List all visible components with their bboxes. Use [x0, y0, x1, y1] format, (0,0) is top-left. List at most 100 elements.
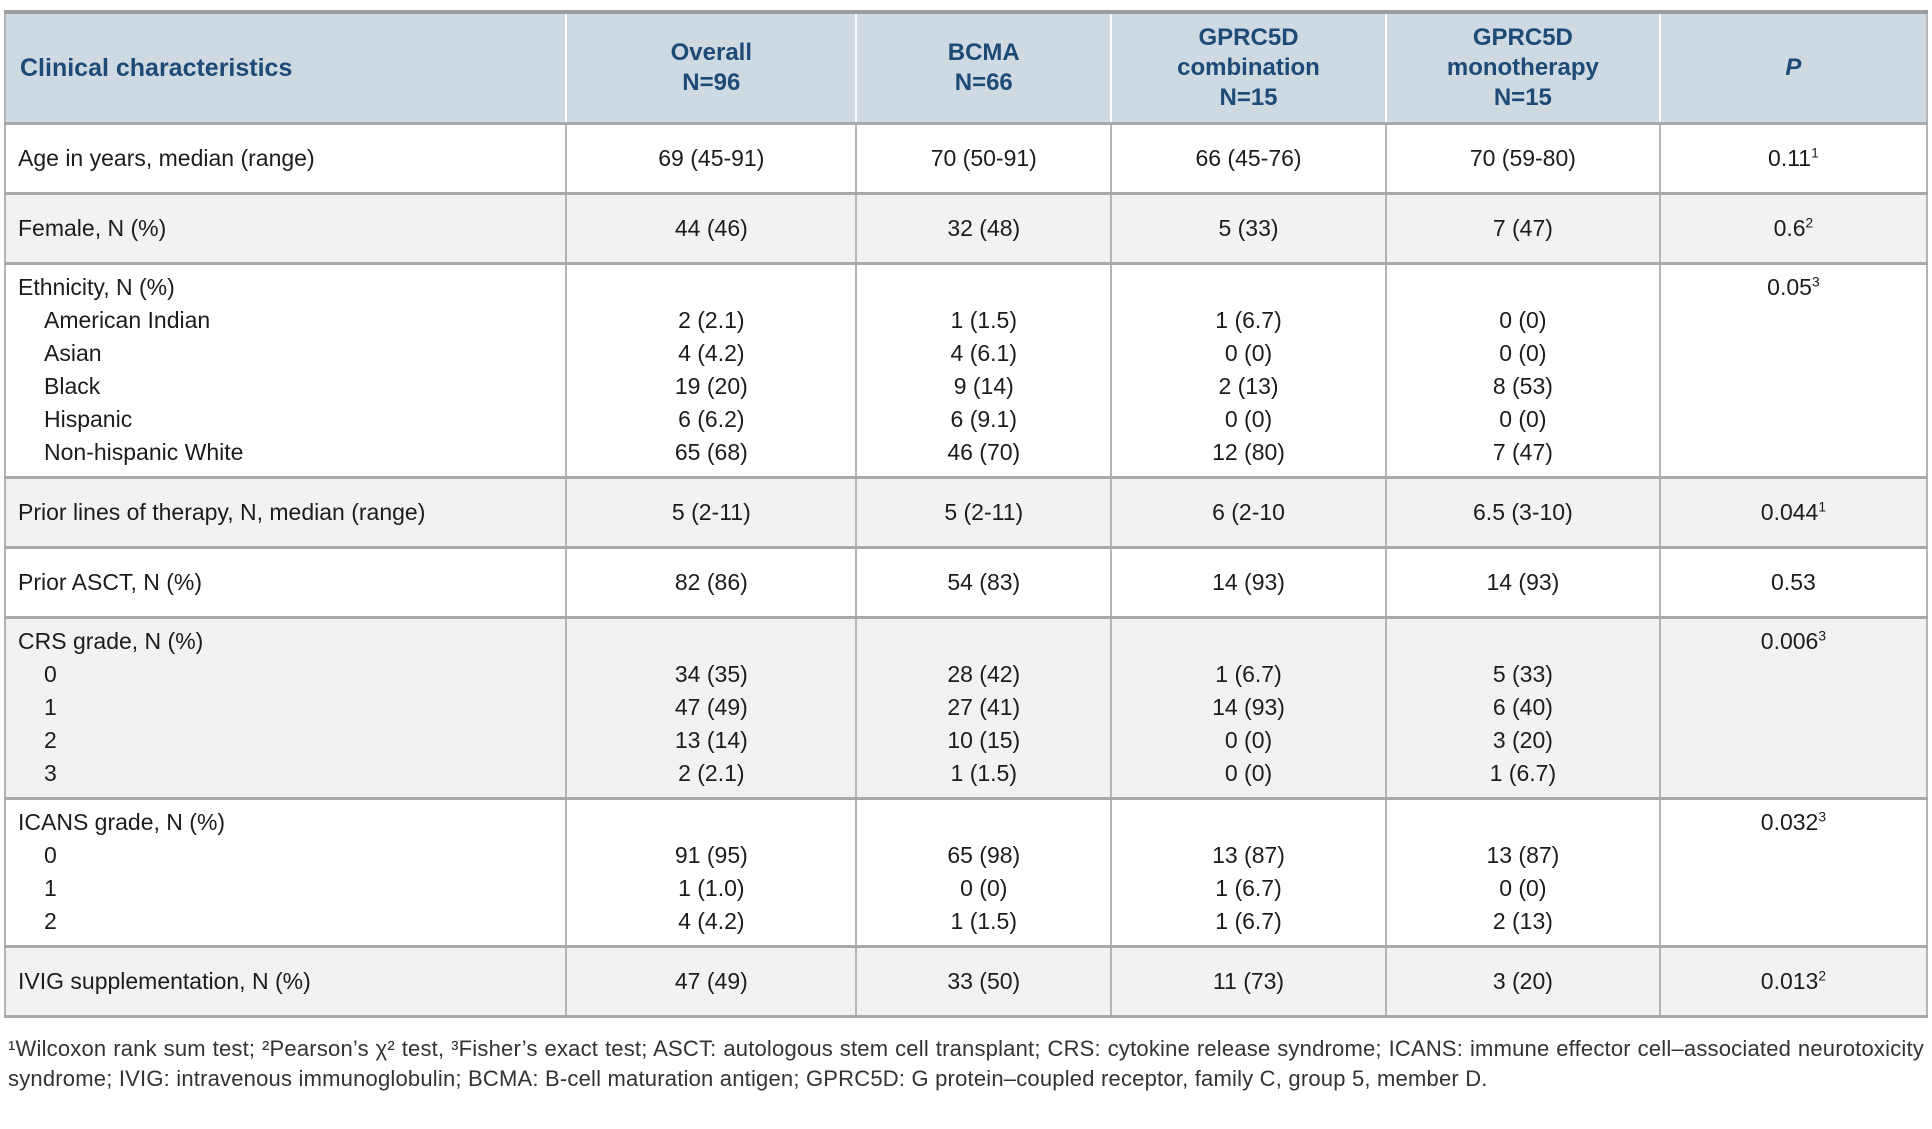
cell-value: 46 (70) — [947, 439, 1021, 465]
row-label-cell: Prior ASCT, N (%) — [5, 547, 567, 618]
cell-p-value: 0.111 — [1658, 123, 1927, 194]
cell-value: 2 (2.1) — [678, 760, 745, 786]
cell-value: 4 (6.1) — [950, 340, 1017, 366]
cell-value: 5 (33) — [1218, 215, 1279, 241]
cell-gprc5d-combination: 14 (93) — [1110, 547, 1386, 618]
cell-bcma: 33 (50) — [855, 946, 1112, 1017]
cell-gprc5d-combination: 11 (73) — [1110, 946, 1386, 1017]
cell-value: 66 (45-76) — [1195, 145, 1302, 171]
header-gprc5d-combination-n: N=15 — [1219, 84, 1278, 111]
cell-value: 1 (6.7) — [1215, 661, 1282, 687]
p-value-superscript: 2 — [1818, 968, 1827, 984]
cell-value: 70 (50-91) — [930, 145, 1037, 171]
cell-bcma: 1 (1.5) 4 (6.1) 9 (14) 6 (9.1) 46 (70) — [855, 263, 1112, 478]
row-label: Ethnicity, N (%) — [18, 274, 175, 300]
spacer-line — [1120, 806, 1377, 839]
row-label: IVIG supplementation, N (%) — [18, 968, 311, 994]
cell-value: 19 (20) — [674, 373, 748, 399]
cell-value: 6.5 (3-10) — [1473, 499, 1573, 525]
header-p-value: P — [1658, 12, 1927, 124]
cell-value: 6 (40) — [1492, 694, 1553, 720]
cell-value: 6 (6.2) — [678, 406, 745, 432]
header-gprc5d-monotherapy-line1: GPRC5D — [1472, 24, 1573, 51]
cell-gprc5d-combination: 5 (33) — [1110, 193, 1386, 264]
p-value-text: 0.53 — [1771, 569, 1816, 595]
cell-value: 65 (68) — [674, 439, 748, 465]
cell-value: 1 (1.0) — [678, 875, 745, 901]
row-label: Prior ASCT, N (%) — [18, 569, 203, 595]
cell-value: 69 (45-91) — [658, 145, 765, 171]
cell-value: 6 (2-10 — [1212, 499, 1285, 525]
cell-overall: 91 (95) 1 (1.0) 4 (4.2) — [565, 798, 857, 947]
cell-value: 0 (0) — [1499, 307, 1547, 333]
row-label: Age in years, median (range) — [18, 145, 315, 171]
header-overall: Overall N=96 — [565, 12, 857, 124]
cell-p-value: 0.0063 — [1658, 617, 1927, 799]
cell-value: 14 (93) — [1212, 569, 1285, 595]
row-label-cell: Age in years, median (range) — [5, 123, 567, 194]
p-value-superscript: 3 — [1818, 628, 1827, 644]
cell-value: 54 (83) — [947, 569, 1021, 595]
row-sub-label: 3 — [44, 760, 57, 786]
cell-value: 1 (1.5) — [950, 760, 1017, 786]
header-bcma-n: N=66 — [954, 69, 1013, 96]
p-value-text: 0.044 — [1760, 499, 1819, 525]
cell-value: 13 (14) — [674, 727, 748, 753]
row-sub-label: Asian — [44, 340, 102, 366]
p-value: 0.0132 — [1669, 965, 1918, 998]
p-value: 0.53 — [1669, 566, 1918, 599]
cell-value: 5 (2-11) — [944, 499, 1024, 525]
table-row: Female, N (%) 44 (46) 32 (48) 5 (33) 7 (47) 0… — [5, 193, 1927, 264]
table-header: Clinical characteristics Overall N=96 BC… — [5, 12, 1927, 124]
row-label-cell: Ethnicity, N (%) American Indian Asian Blac… — [5, 263, 567, 478]
cell-gprc5d-combination: 13 (87) 1 (6.7) 1 (6.7) — [1110, 798, 1386, 947]
clinical-characteristics-table-container: Clinical characteristics Overall N=96 BC… — [4, 10, 1928, 1018]
cell-value: 0 (0) — [960, 875, 1008, 901]
cell-p-value: 0.62 — [1658, 193, 1927, 264]
cell-value: 33 (50) — [947, 968, 1021, 994]
p-value-superscript: 2 — [1805, 215, 1814, 231]
p-value-text: 0.11 — [1768, 145, 1812, 171]
cell-overall: 34 (35) 47 (49) 13 (14) 2 (2.1) — [565, 617, 857, 799]
cell-overall: 2 (2.1) 4 (4.2) 19 (20) 6 (6.2) 65 (68) — [565, 263, 857, 478]
cell-bcma: 65 (98) 0 (0) 1 (1.5) — [855, 798, 1112, 947]
cell-gprc5d-monotherapy: 70 (59-80) — [1384, 123, 1660, 194]
cell-value: 28 (42) — [947, 661, 1021, 687]
cell-value: 1 (6.7) — [1215, 908, 1282, 934]
cell-overall: 47 (49) — [565, 946, 857, 1017]
row-label-cell: Prior lines of therapy, N, median (range… — [5, 477, 567, 548]
spacer-line — [1395, 271, 1651, 304]
p-value-text: 0.032 — [1760, 809, 1819, 835]
spacer-line — [1395, 806, 1651, 839]
cell-value: 44 (46) — [674, 215, 748, 241]
cell-value: 2 (13) — [1218, 373, 1279, 399]
cell-bcma: 70 (50-91) — [855, 123, 1112, 194]
row-label: ICANS grade, N (%) — [18, 809, 226, 835]
cell-value: 27 (41) — [947, 694, 1021, 720]
row-sub-label: 0 — [44, 842, 57, 868]
row-sub-label: 1 — [44, 694, 57, 720]
cell-value: 11 (73) — [1212, 968, 1285, 994]
header-clinical-characteristics: Clinical characteristics — [5, 12, 567, 124]
header-gprc5d-monotherapy: GPRC5D monotherapy N=15 — [1384, 12, 1660, 124]
cell-bcma: 54 (83) — [855, 547, 1112, 618]
spacer-line — [865, 271, 1102, 304]
row-sub-label: 0 — [44, 661, 57, 687]
p-value-text: 0.05 — [1767, 274, 1812, 300]
cell-value: 13 (87) — [1486, 842, 1560, 868]
cell-value: 1 (6.7) — [1215, 307, 1282, 333]
p-value-text: 0.006 — [1760, 628, 1819, 654]
cell-value: 9 (14) — [953, 373, 1014, 399]
cell-p-value: 0.53 — [1658, 547, 1927, 618]
cell-value: 3 (20) — [1492, 968, 1553, 994]
p-value: 0.0323 — [1669, 806, 1918, 839]
p-value: 0.0441 — [1669, 496, 1918, 529]
cell-gprc5d-combination: 6 (2-10 — [1110, 477, 1386, 548]
cell-value: 7 (47) — [1492, 215, 1553, 241]
cell-value: 32 (48) — [947, 215, 1021, 241]
cell-gprc5d-combination: 1 (6.7) 14 (93) 0 (0) 0 (0) — [1110, 617, 1386, 799]
cell-value: 14 (93) — [1212, 694, 1285, 720]
p-value: 0.0063 — [1669, 625, 1918, 658]
cell-value: 13 (87) — [1212, 842, 1285, 868]
spacer-line — [865, 625, 1102, 658]
